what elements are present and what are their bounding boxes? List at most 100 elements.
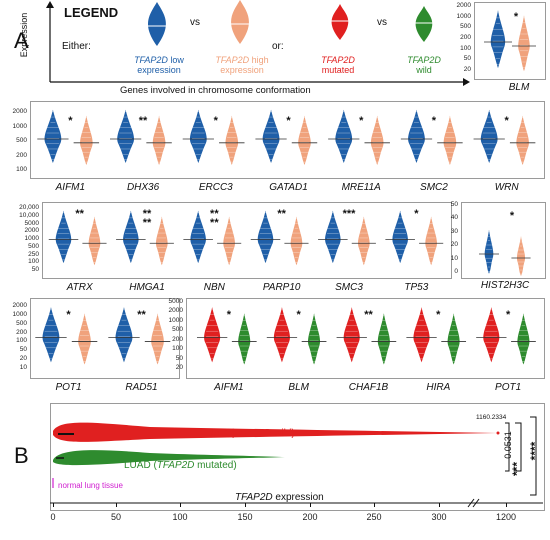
row1-violins: [37, 109, 536, 166]
y-tick-label: 1000: [456, 12, 471, 20]
violin-shape: [117, 109, 135, 163]
violin-shape: [392, 210, 408, 264]
y-tick-label: 200: [16, 151, 27, 159]
y-tick-label: 50: [175, 354, 183, 362]
significance-stars: *: [504, 115, 509, 127]
y-tick-label: 200: [16, 328, 27, 336]
gene-label: WRN: [494, 182, 519, 193]
y-tick-label: 10: [19, 364, 27, 371]
mutated-violin: [53, 450, 285, 466]
violin-shape: [238, 313, 251, 365]
blm-significance: *: [513, 11, 519, 23]
y-tick-label: 500: [28, 242, 39, 250]
gene-label: HMGA1: [129, 282, 165, 293]
y-tick-label: 20: [175, 364, 183, 371]
legend-high-label: TFAP2D high expression: [215, 55, 269, 75]
hist-gene-label: HIST2H3C: [480, 280, 530, 291]
row2-violins: [48, 210, 444, 266]
violin-shape: [262, 109, 280, 163]
violin-shape: [155, 216, 168, 266]
significance-stars: *: [296, 309, 301, 321]
violin-shape: [443, 115, 457, 166]
violin-shape: [123, 210, 139, 264]
y-tick-label: 100: [172, 345, 183, 353]
y-tick-label: 2000: [456, 2, 471, 9]
y-tick-label: 1000: [168, 316, 183, 324]
violin-shape: [152, 115, 166, 166]
y-tick-label: 100: [16, 337, 27, 345]
x-tick-mark: [180, 503, 181, 507]
violin-shape: [408, 109, 425, 163]
violin-shape: [517, 313, 530, 365]
significance-stars: ** **: [142, 208, 152, 229]
violin-shape: [483, 307, 500, 363]
gene-label: ATRX: [66, 282, 93, 293]
violin-shape: [115, 307, 133, 363]
y-tick-label: 200: [460, 34, 471, 41]
gene-label: POT1: [55, 382, 82, 393]
violin-shape: [370, 115, 384, 166]
violin-shape: [189, 109, 207, 163]
y-tick-label: 50: [31, 266, 39, 273]
y-tick-label: 2000: [24, 227, 39, 235]
legend-violin-low: [143, 2, 171, 46]
significance-stars: ***: [342, 208, 356, 220]
violin-shape: [325, 210, 341, 264]
x-tick-mark: [374, 503, 375, 507]
blm-gene-label: BLM: [508, 82, 530, 93]
significance-stars: *: [68, 115, 73, 127]
significance-stars: *: [505, 309, 511, 321]
violin-shape: [223, 216, 235, 266]
legend-x-axis-label: Genes involved in chromosome conformatio…: [120, 85, 311, 96]
normal-label: normal lung tissue: [58, 481, 123, 490]
sig-top-label: ****: [528, 441, 542, 461]
y-tick-label: 500: [172, 326, 183, 334]
violin-shape: [78, 313, 91, 365]
violin-shape: [80, 115, 93, 166]
panel-b-label: B: [14, 443, 29, 468]
violin-shape: [44, 109, 62, 163]
violin-shape: [225, 115, 239, 166]
sig-bottom-label: ***: [510, 462, 524, 477]
gene-label: PARP10: [262, 282, 301, 293]
gene-label: TP53: [404, 282, 429, 293]
x-tick-mark: [245, 503, 246, 507]
legend-mutated-label: TFAP2D mutated: [321, 55, 355, 75]
significance-stars: *: [213, 115, 218, 127]
y-tick-label: 1000: [24, 235, 39, 242]
significance-stars: *: [66, 309, 71, 321]
wild-violin: [53, 422, 498, 442]
y-tick-label: 250: [28, 250, 39, 258]
significance-stars: *: [436, 309, 441, 321]
violin-shape: [298, 115, 311, 166]
legend-axes: [46, 1, 470, 86]
violin-shape: [290, 216, 303, 266]
blm-panel: [474, 2, 546, 80]
y-tick-label: 20: [450, 241, 458, 249]
violin-shape: [335, 109, 353, 163]
y-tick-label: 2000: [12, 108, 27, 115]
significance-stars: *: [286, 115, 291, 127]
gene-label: POT1: [495, 382, 522, 393]
max-value-label: 1160.2334: [476, 414, 507, 421]
y-tick-label: 50: [19, 346, 27, 354]
significance-stars: *: [414, 208, 419, 220]
row3a-violins: [35, 307, 171, 365]
violin-shape: [42, 307, 60, 363]
wild-label: LUAD (TFAP2D wild): [201, 428, 295, 439]
x-tick-label: 150: [237, 512, 253, 522]
max-value-point: [496, 431, 500, 435]
gene-label: GATAD1: [269, 182, 308, 193]
y-tick-label: 10,000: [19, 211, 39, 219]
significance-stars: **: [277, 208, 286, 220]
y-tick-label: 500: [16, 137, 27, 144]
y-tick-label: 30: [450, 227, 458, 235]
x-tick-mark: [439, 503, 440, 507]
gene-label: HIRA: [426, 382, 451, 393]
significance-stars: **: [75, 208, 84, 220]
significance-stars: ** **: [210, 208, 219, 229]
x-tick-mark: [506, 503, 507, 507]
y-tick-label: 100: [16, 166, 27, 173]
legend-or: or:: [272, 41, 284, 52]
y-tick-label: 1000: [12, 122, 27, 130]
